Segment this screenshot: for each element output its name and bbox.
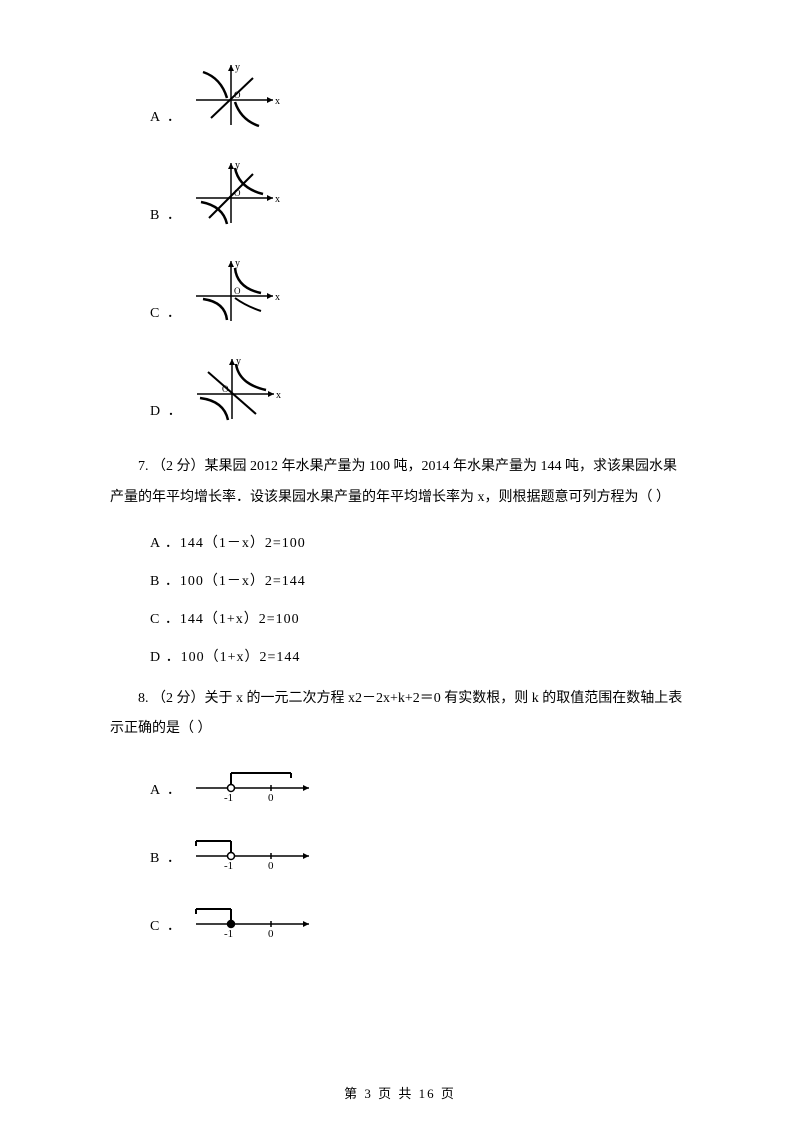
q8-label-c: C ． [150, 915, 183, 939]
svg-text:O: O [234, 286, 241, 296]
numline-a-icon: -1 0 [191, 763, 321, 803]
option-label-a: A ． [150, 106, 183, 130]
graph-a-icon: x y O [191, 60, 281, 130]
q6-option-a: A ． x y O [150, 60, 690, 130]
graph-d-icon: x y O [192, 354, 282, 424]
svg-text:x: x [275, 292, 280, 303]
q8-label-a: A ． [150, 779, 183, 803]
graph-b-icon: x y O [191, 158, 281, 228]
q7-option-b: B ．100（1－x）2=144 [150, 570, 690, 590]
option-label-d: D ． [150, 400, 184, 424]
svg-text:0: 0 [268, 928, 274, 939]
q6-option-d: D ． x y O [150, 354, 690, 424]
q6-option-b: B ． x y O [150, 158, 690, 228]
svg-text:0: 0 [268, 792, 274, 803]
svg-text:x: x [275, 194, 280, 205]
svg-text:-1: -1 [224, 860, 233, 871]
svg-text:-1: -1 [224, 792, 233, 803]
q8-option-b: B ． -1 0 [150, 831, 690, 871]
numline-b-icon: -1 0 [191, 831, 321, 871]
numline-c-icon: -1 0 [191, 899, 321, 939]
q7-option-d: D ．100（1+x）2=144 [150, 646, 690, 666]
q8-text: 8. （2 分）关于 x 的一元二次方程 x2－2x+k+2＝0 有实数根，则 … [110, 684, 690, 746]
q7-option-c: C ．144（1+x）2=100 [150, 608, 690, 628]
svg-text:-1: -1 [224, 928, 233, 939]
q7-option-a: A ．144（1－x）2=100 [150, 532, 690, 552]
graph-c-icon: x y O [191, 256, 281, 326]
option-label-c: C ． [150, 302, 183, 326]
q7-text: 7. （2 分）某果园 2012 年水果产量为 100 吨，2014 年水果产量… [110, 452, 690, 514]
q8-label-b: B ． [150, 847, 183, 871]
q8-option-c: C ． -1 0 [150, 899, 690, 939]
q8-option-a: A ． -1 0 [150, 763, 690, 803]
svg-text:0: 0 [268, 860, 274, 871]
page-footer: 第 3 页 共 16 页 [0, 1083, 800, 1102]
option-label-b: B ． [150, 204, 183, 228]
svg-text:x: x [275, 96, 280, 107]
svg-text:y: y [235, 258, 240, 269]
svg-text:x: x [276, 390, 281, 401]
q6-option-c: C ． x y O [150, 256, 690, 326]
svg-text:y: y [235, 62, 240, 73]
